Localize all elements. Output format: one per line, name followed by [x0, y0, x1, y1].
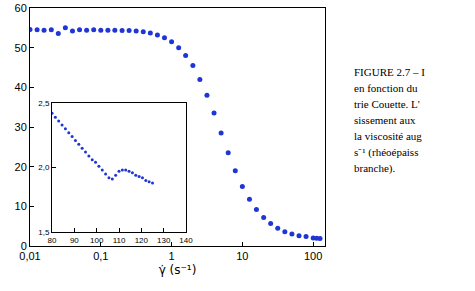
svg-text:60: 60 [15, 2, 27, 14]
svg-text:2,0: 2,0 [38, 163, 50, 172]
svg-text:sissement aux: sissement aux [354, 114, 416, 126]
svg-text:10: 10 [236, 250, 248, 262]
svg-text:50: 50 [15, 42, 27, 54]
svg-text:100: 100 [90, 236, 104, 245]
svg-text:1: 1 [169, 250, 175, 262]
svg-text:en fonction du: en fonction du [354, 82, 418, 94]
svg-text:140: 140 [179, 236, 193, 245]
svg-text:90: 90 [70, 236, 79, 245]
svg-text:110: 110 [113, 236, 126, 245]
svg-text:40: 40 [15, 81, 27, 93]
svg-text:0,01: 0,01 [19, 250, 40, 262]
svg-text:la viscosité aug: la viscosité aug [354, 130, 422, 142]
svg-text:0,1: 0,1 [93, 250, 108, 262]
svg-text:20: 20 [15, 161, 27, 173]
svg-text:120: 120 [135, 236, 149, 245]
svg-text:trie Couette. L': trie Couette. L' [354, 98, 420, 110]
svg-text:FIGURE 2.7 – I: FIGURE 2.7 – I [354, 66, 425, 78]
svg-text:s⁻¹ (rhéoépaiss: s⁻¹ (rhéoépaiss [354, 146, 418, 159]
svg-text:0: 0 [21, 240, 27, 252]
svg-text:130: 130 [157, 236, 171, 245]
svg-text:30: 30 [15, 121, 27, 133]
svg-text:80: 80 [48, 236, 57, 245]
svg-text:100: 100 [304, 250, 322, 262]
svg-text:2,5: 2,5 [38, 99, 50, 108]
svg-text:10: 10 [15, 200, 27, 212]
svg-text:γ̇ (s⁻¹): γ̇ (s⁻¹) [159, 263, 197, 277]
svg-text:1,5: 1,5 [38, 228, 50, 237]
svg-text:branche).: branche). [354, 162, 395, 175]
